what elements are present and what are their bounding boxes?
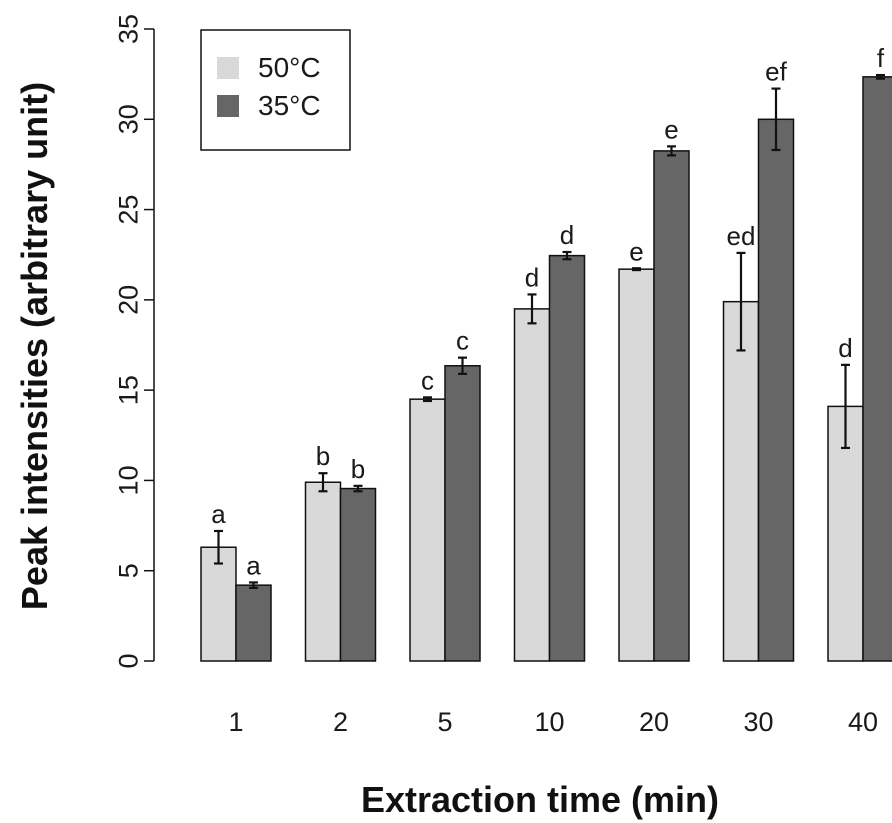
legend: 50°C 35°C	[200, 29, 351, 151]
y-tick-label: 5	[113, 563, 143, 578]
bar-35c-20	[653, 150, 690, 662]
x-tick-labels: 1 2 5 10 20 30 40	[228, 707, 878, 737]
y-tick-label: 0	[113, 653, 143, 668]
x-tick-label-30: 30	[743, 707, 773, 737]
bar-35c-30	[757, 118, 795, 662]
significance-letter: d	[838, 333, 852, 363]
significance-letter: ef	[765, 57, 787, 87]
significance-letter: c	[421, 365, 434, 395]
bar-35c-40	[862, 76, 892, 662]
bar-50c-20	[618, 268, 655, 662]
bar-35c-2	[339, 487, 377, 662]
y-tick-label: 35	[113, 14, 143, 44]
bar-50c-10	[513, 308, 551, 662]
bar-50c-30	[722, 300, 760, 662]
significance-letter: ed	[727, 221, 756, 251]
x-tick-label-10: 10	[534, 707, 564, 737]
significance-letter: f	[877, 43, 885, 73]
y-axis: 0 5 10 15 20 25 30 35	[113, 14, 155, 669]
significance-letter: d	[560, 220, 574, 250]
bars-layer	[200, 76, 892, 662]
x-tick-label-40: 40	[848, 707, 878, 737]
y-tick-label: 20	[113, 285, 143, 315]
significance-letter: e	[629, 236, 643, 266]
y-tick-label: 25	[113, 195, 143, 225]
x-tick-label-2: 2	[333, 707, 348, 737]
bar-35c-5	[444, 365, 481, 662]
y-tick-label: 10	[113, 465, 143, 495]
legend-swatch-35c	[217, 95, 239, 117]
x-tick-label-1: 1	[228, 707, 243, 737]
significance-letter: a	[246, 550, 261, 580]
bar-35c-1	[235, 584, 272, 662]
y-tick-label: 30	[113, 104, 143, 134]
legend-label-50c: 50°C	[258, 52, 321, 83]
significance-letter: b	[316, 441, 330, 471]
y-axis-title: Peak intensities (arbitrary unit)	[14, 82, 55, 610]
legend-box	[200, 29, 351, 151]
significance-letter: b	[351, 454, 365, 484]
y-tick-label: 15	[113, 375, 143, 405]
significance-letter: c	[456, 326, 469, 356]
significance-letter: e	[664, 114, 678, 144]
significance-letter: d	[525, 262, 539, 292]
significance-letter: a	[211, 499, 226, 529]
bar-35c-10	[548, 254, 586, 662]
legend-swatch-50c	[217, 57, 239, 79]
bar-50c-2	[304, 481, 342, 662]
x-tick-label-5: 5	[437, 707, 452, 737]
bar-50c-5	[409, 398, 446, 662]
x-tick-label-20: 20	[639, 707, 669, 737]
x-axis-title: Extraction time (min)	[361, 779, 719, 820]
error-bars-layer	[214, 73, 885, 589]
legend-label-35c: 35°C	[258, 90, 321, 121]
